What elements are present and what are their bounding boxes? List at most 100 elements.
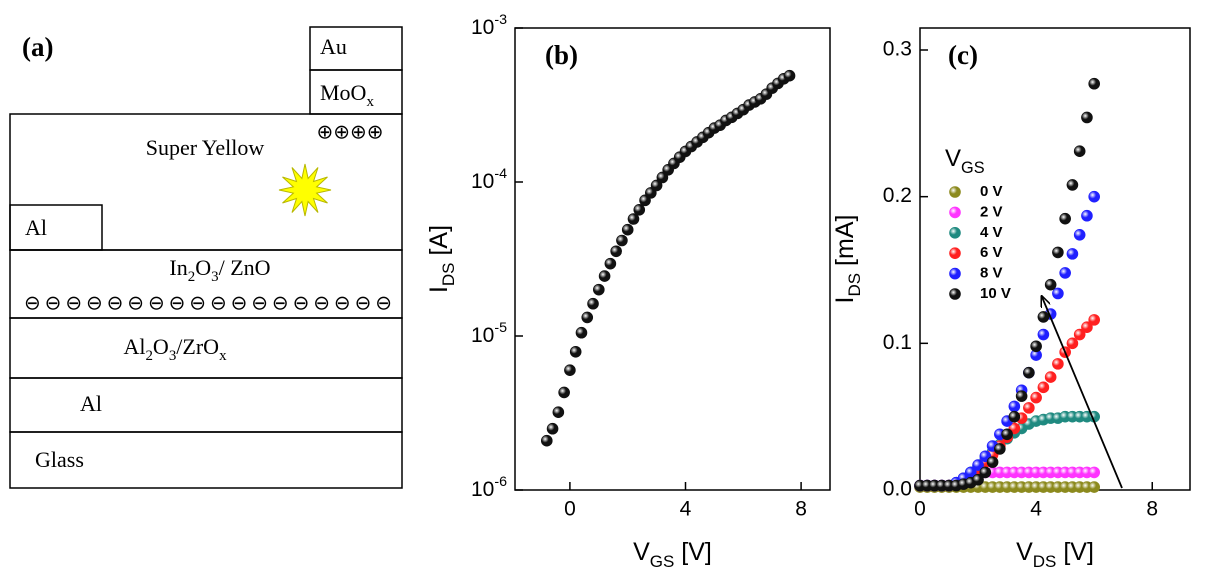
data-point bbox=[1059, 212, 1071, 225]
data-point bbox=[1088, 466, 1100, 479]
data-point bbox=[558, 386, 570, 399]
emission-star bbox=[278, 163, 332, 217]
y-tick-label-part: -4 bbox=[494, 166, 507, 182]
x-axis-label-part: GS bbox=[650, 552, 675, 571]
x-axis-label: VGS [V] bbox=[633, 538, 712, 571]
data-point bbox=[1073, 229, 1086, 241]
legend-label: 6 V bbox=[980, 244, 1003, 261]
data-point bbox=[610, 245, 622, 258]
layer-label: Al2O3/ZrOx bbox=[123, 334, 227, 364]
legend-label: 2 V bbox=[980, 203, 1003, 220]
layer-label-part: Super Yellow bbox=[146, 135, 265, 160]
data-point bbox=[1044, 278, 1057, 291]
data-point bbox=[1059, 267, 1071, 279]
y-axis-label-part: [mA] bbox=[831, 215, 859, 273]
legend-marker bbox=[949, 186, 961, 198]
data-point bbox=[1088, 190, 1100, 203]
y-tick-label: 10-5 bbox=[471, 320, 507, 347]
data-point bbox=[972, 473, 984, 486]
y-tick-label-part: 10 bbox=[471, 478, 494, 501]
data-point bbox=[598, 270, 611, 282]
panel-label: (b) bbox=[545, 40, 578, 70]
legend-marker bbox=[949, 227, 961, 239]
y-tick-label-part: 10 bbox=[471, 324, 494, 347]
data-point bbox=[604, 257, 617, 270]
layer-label: In2O3/ ZnO bbox=[169, 255, 270, 285]
y-tick-label: 0.3 bbox=[883, 38, 912, 61]
panel-label: (a) bbox=[22, 32, 53, 62]
layer-label-part: MoO bbox=[320, 80, 366, 105]
x-axis-label-part: DS bbox=[1033, 552, 1057, 571]
data-point bbox=[650, 179, 663, 192]
data-point bbox=[1037, 381, 1050, 394]
data-point bbox=[1044, 371, 1057, 383]
y-axis-label-part: I bbox=[425, 286, 453, 293]
data-point bbox=[994, 443, 1006, 455]
layer-label: Glass bbox=[35, 447, 84, 472]
x-tick-label: 8 bbox=[1146, 498, 1158, 521]
x-axis-label-part: [V] bbox=[674, 538, 712, 566]
x-axis-label: VDS [V] bbox=[1016, 538, 1094, 571]
data-point bbox=[1066, 179, 1079, 191]
layer-label-part: 2 bbox=[188, 269, 195, 285]
data-point bbox=[1008, 400, 1021, 413]
x-tick-label: 0 bbox=[914, 498, 926, 521]
data-point bbox=[1008, 410, 1021, 423]
y-tick-label: 0.1 bbox=[883, 331, 912, 354]
data-point bbox=[1081, 321, 1093, 334]
y-tick-label: 10-3 bbox=[471, 12, 507, 39]
legend-marker bbox=[949, 206, 961, 219]
data-point bbox=[979, 466, 992, 479]
x-tick-label: 4 bbox=[680, 498, 692, 521]
y-axis-label-part: [A] bbox=[425, 225, 453, 263]
data-point bbox=[552, 406, 565, 419]
y-tick-label-part: 10 bbox=[471, 16, 494, 39]
layer-label-part: Al bbox=[25, 215, 47, 240]
data-point bbox=[972, 459, 984, 471]
data-point bbox=[1088, 77, 1100, 90]
layer-al-contact bbox=[9, 204, 103, 251]
data-point bbox=[1023, 366, 1035, 379]
data-point bbox=[1030, 340, 1042, 353]
layer-label-part: 3 bbox=[211, 269, 218, 285]
data-point bbox=[1052, 246, 1064, 259]
layer-label-part: Glass bbox=[35, 447, 84, 472]
positive-charges: ⊕⊕⊕⊕ bbox=[316, 121, 383, 143]
legend-title: VGS bbox=[945, 145, 985, 177]
data-point bbox=[1081, 111, 1093, 124]
legend-label: 8 V bbox=[980, 265, 1003, 282]
data-point bbox=[1052, 287, 1064, 300]
layer-label-part: Al bbox=[123, 334, 145, 359]
layer-label-part: Au bbox=[320, 34, 347, 59]
legend-label: 0 V bbox=[980, 183, 1003, 200]
x-tick-label: 0 bbox=[564, 498, 576, 521]
data-point bbox=[621, 223, 634, 236]
device-diagram bbox=[9, 26, 403, 489]
data-point bbox=[569, 345, 582, 358]
legend-marker bbox=[949, 247, 961, 259]
y-axis-label: IDS [mA] bbox=[831, 215, 864, 304]
layer-glass bbox=[9, 431, 403, 489]
data-point bbox=[1081, 209, 1093, 222]
data-point bbox=[587, 297, 599, 310]
data-point bbox=[1037, 311, 1050, 323]
data-point bbox=[616, 234, 628, 247]
y-axis-label-part: I bbox=[831, 297, 859, 304]
legend-title-part: GS bbox=[961, 159, 985, 177]
data-point bbox=[1088, 481, 1100, 493]
layer-label-part: x bbox=[366, 94, 374, 110]
layer-label: Al bbox=[80, 391, 102, 416]
y-tick-label: 10-6 bbox=[471, 474, 507, 501]
trend-arrow bbox=[1042, 297, 1123, 489]
data-point bbox=[540, 434, 553, 447]
layer-label-part: Al bbox=[80, 391, 102, 416]
layer-label: Al bbox=[25, 215, 47, 240]
data-point bbox=[546, 422, 559, 435]
layer-gate bbox=[9, 377, 403, 433]
y-tick-label-part: -6 bbox=[494, 474, 507, 490]
layer-label-part: / ZnO bbox=[219, 255, 271, 280]
legend-marker bbox=[949, 267, 961, 280]
y-tick-label: 0.2 bbox=[883, 184, 912, 207]
y-tick-label-part: -5 bbox=[494, 320, 507, 336]
panel-label: (c) bbox=[948, 40, 978, 70]
